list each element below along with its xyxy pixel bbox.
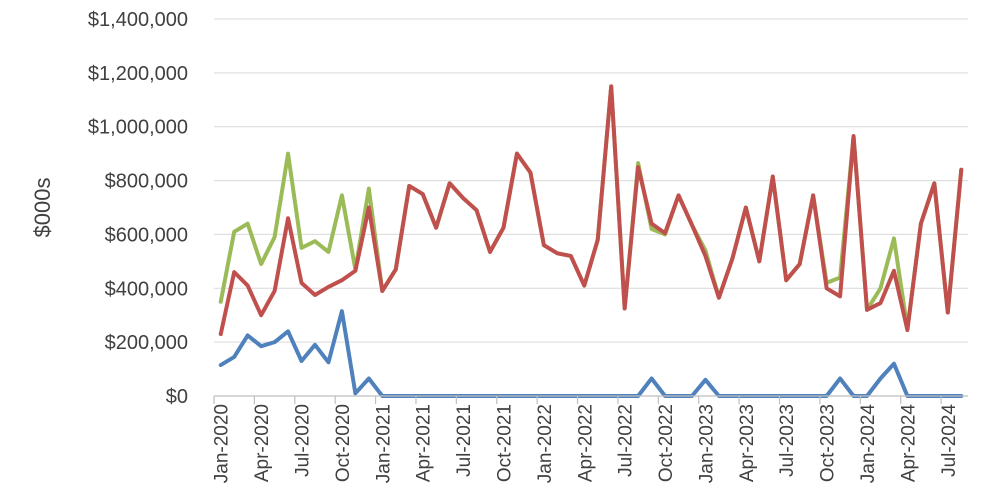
y-tick-label: $800,000	[105, 171, 188, 193]
x-tick-label: Jan-2020	[212, 404, 233, 483]
gridlines	[214, 18, 968, 343]
x-tick-label: Jan-2021	[373, 404, 394, 483]
y-tick-label: $1,400,000	[88, 9, 188, 31]
series-line-3	[218, 309, 964, 398]
x-tick-label: Oct-2023	[818, 404, 839, 482]
x-tick-label: Jan-2022	[535, 404, 556, 483]
series-line-1	[218, 84, 964, 331]
series-line-2	[218, 84, 964, 337]
x-tick-label: Jul-2021	[454, 404, 475, 477]
y-tick-label: $0	[166, 386, 188, 408]
x-tick-label: Jul-2024	[939, 404, 960, 477]
x-tick-label: Oct-2020	[333, 404, 354, 482]
x-tick-label: Apr-2022	[575, 404, 596, 482]
x-axis-tick-marks	[213, 396, 942, 404]
y-tick-label: $400,000	[105, 278, 188, 300]
x-tick-label: Oct-2022	[656, 404, 677, 482]
x-tick-label: Apr-2024	[898, 404, 919, 483]
y-axis-tick-labels: $0 $200,000 $400,000 $600,000 $800,000 $1,000…	[88, 9, 188, 408]
y-tick-label: $1,000,000	[88, 117, 188, 139]
x-tick-label: Jul-2023	[777, 404, 798, 477]
series-lines	[218, 84, 964, 398]
x-tick-label: Apr-2021	[414, 404, 435, 482]
x-tick-label: Jan-2023	[696, 404, 717, 483]
y-tick-label: $1,200,000	[88, 63, 188, 85]
y-axis-label: $000s	[30, 178, 55, 238]
y-tick-label: $200,000	[105, 332, 188, 354]
x-tick-label: Oct-2021	[494, 404, 515, 482]
x-tick-label: Apr-2020	[252, 404, 273, 482]
x-tick-label: Apr-2023	[737, 404, 758, 482]
x-tick-label: Jul-2022	[616, 404, 637, 477]
x-tick-label: Jan-2024	[858, 404, 879, 484]
x-tick-label: Jul-2020	[293, 404, 314, 477]
x-axis-tick-labels: Jan-2020 Apr-2020 Jul-2020 Oct-2020 Jan-2021…	[212, 404, 960, 484]
y-tick-label: $600,000	[105, 224, 188, 246]
